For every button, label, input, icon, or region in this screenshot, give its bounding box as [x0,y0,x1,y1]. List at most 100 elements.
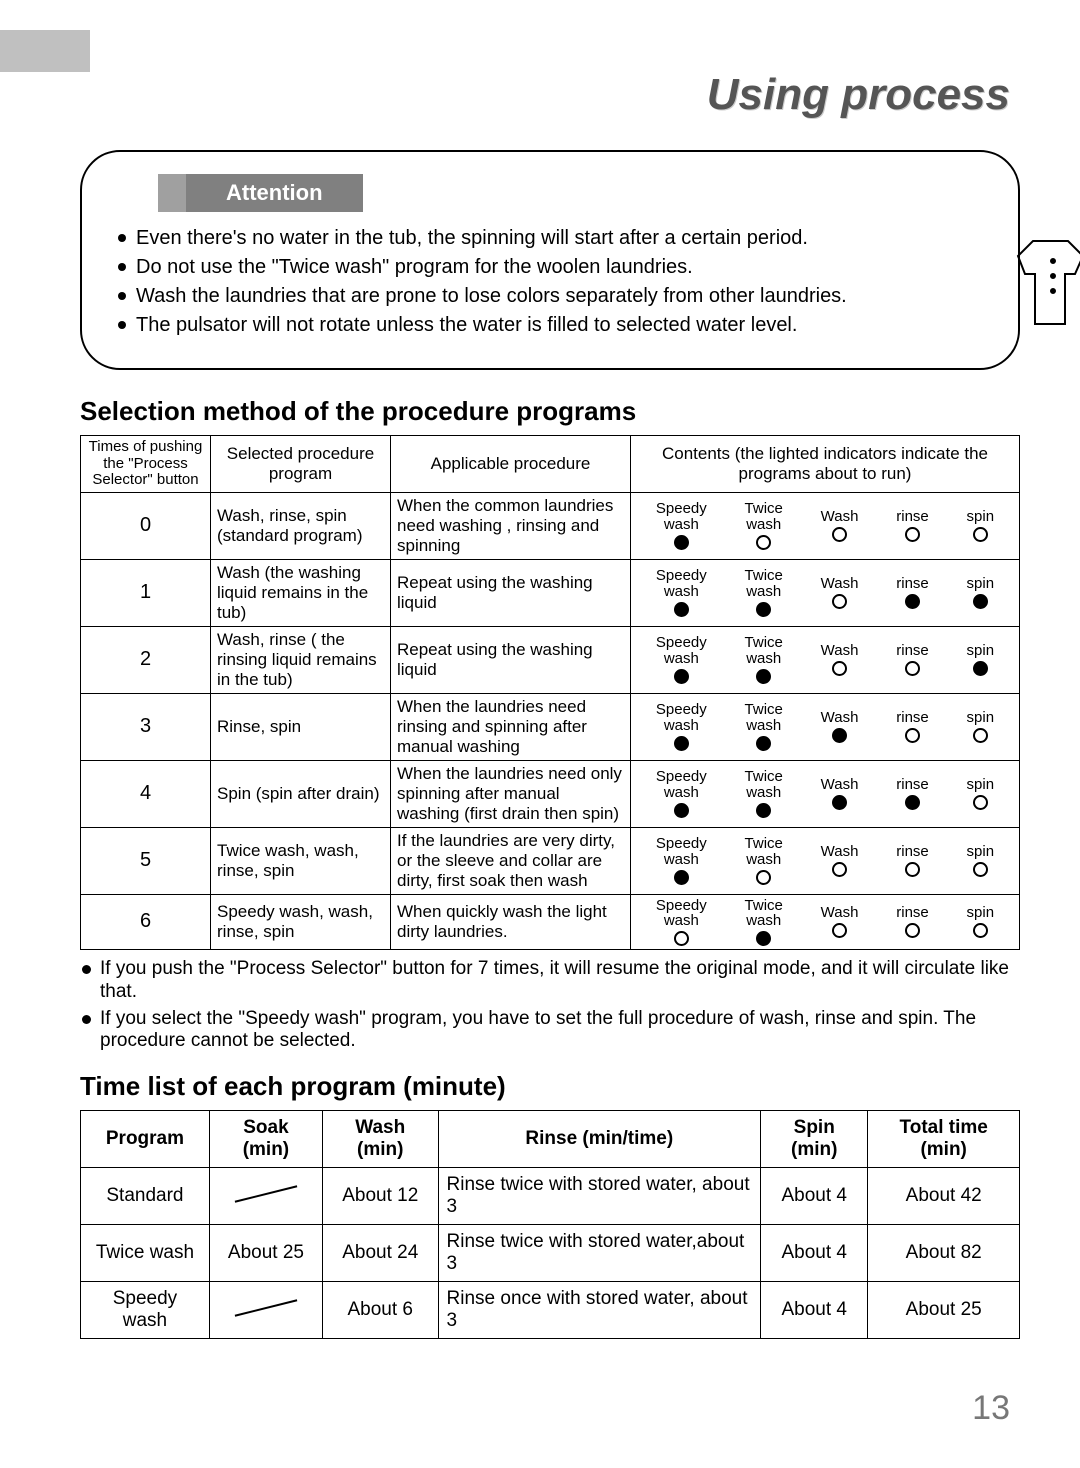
table-row: 0Wash, rinse, spin (standard program)Whe… [81,492,1020,559]
indicator: Speedywash [656,769,707,818]
cell-applicable: When the laundries need only spinning af… [391,760,631,827]
cell: About 42 [868,1168,1020,1225]
proc-heading: Selection method of the procedure progra… [80,396,1020,427]
time-table: ProgramSoak (min)Wash (min)Rinse (min/ti… [80,1110,1020,1339]
indicator: rinse [896,777,929,810]
cell-selected: Wash (the washing liquid remains in the … [211,559,391,626]
cell-indicators: SpeedywashTwicewashWashrinsespin [631,559,1020,626]
th-contents: Contents (the lighted indicators indicat… [631,436,1020,493]
cell-times: 6 [81,894,211,950]
cell [209,1168,322,1225]
table-row: Twice washAbout 25About 24Rinse twice wi… [81,1225,1020,1282]
attention-box: Attention Even there's no water in the t… [80,150,1020,370]
time-heading: Time list of each program (minute) [80,1071,1020,1102]
indicator: Speedywash [656,898,707,947]
indicator: rinse [896,643,929,676]
indicator: spin [967,777,995,810]
cell-selected: Twice wash, wash, rinse, spin [211,827,391,894]
cell-applicable: Repeat using the washing liquid [391,559,631,626]
indicator: Twicewash [745,702,783,751]
th-times: Times of pushing the "Process Selector" … [81,436,211,493]
indicator: Speedywash [656,501,707,550]
attention-list: Even there's no water in the tub, the sp… [118,226,978,346]
cell-times: 0 [81,492,211,559]
cell: Rinse once with stored water, about 3 [438,1282,761,1339]
table-row: 3Rinse, spinWhen the laundries need rins… [81,693,1020,760]
indicator: spin [967,710,995,743]
cell: About 12 [322,1168,438,1225]
indicator: Wash [821,844,859,877]
cell-times: 1 [81,559,211,626]
th-applicable: Applicable procedure [391,436,631,493]
th: Wash (min) [322,1111,438,1168]
cell-times: 4 [81,760,211,827]
table-row: 6Speedy wash, wash, rinse, spinWhen quic… [81,894,1020,950]
cell: About 25 [868,1282,1020,1339]
cell: Standard [81,1168,210,1225]
cell: About 24 [322,1225,438,1282]
slash-icon [226,1179,306,1207]
indicator: rinse [896,905,929,938]
attention-label: Attention [158,174,363,212]
indicator: Twicewash [745,635,783,684]
cell-applicable: Repeat using the washing liquid [391,626,631,693]
indicator: Speedywash [656,702,707,751]
table-row: 2Wash, rinse ( the rinsing liquid remain… [81,626,1020,693]
attention-item: Do not use the "Twice wash" program for … [118,255,978,280]
cell-indicators: Speedywash Twicewash Wash rinse spin [631,760,1020,827]
procedure-table: Times of pushing the "Process Selector" … [80,435,1020,950]
indicator: Wash [821,777,859,810]
th: Total time (min) [868,1111,1020,1168]
indicator: Wash [821,509,859,542]
indicator: rinse [896,576,929,609]
indicator: spin [967,643,995,676]
cell-applicable: When quickly wash the light dirty laundr… [391,894,631,950]
cell: About 4 [761,1282,868,1339]
indicator: rinse [896,710,929,743]
proc-notes: If you push the "Process Selector" butto… [80,958,1020,1053]
cell-selected: Wash, rinse, spin (standard program) [211,492,391,559]
side-tab [0,30,90,72]
cell-selected: Wash, rinse ( the rinsing liquid remains… [211,626,391,693]
indicator: Wash [821,905,859,938]
cell: About 82 [868,1225,1020,1282]
indicator: rinse [896,844,929,877]
indicator: spin [967,844,995,877]
table-row: 4Spin (spin after drain)When the laundri… [81,760,1020,827]
cell-indicators: SpeedywashTwicewashWashrinsespin [631,827,1020,894]
cell [209,1282,322,1339]
cell-selected: Speedy wash, wash, rinse, spin [211,894,391,950]
cell-indicators: Speedywash Twicewash Wash rinse spin [631,626,1020,693]
table-row: 5Twice wash, wash, rinse, spinIf the lau… [81,827,1020,894]
attention-item: The pulsator will not rotate unless the … [118,313,978,338]
laundry-illustration-icon [998,226,1080,346]
cell-selected: Rinse, spin [211,693,391,760]
note-item: If you push the "Process Selector" butto… [80,958,1020,1004]
th: Spin (min) [761,1111,868,1168]
indicator: Twicewash [745,769,783,818]
indicator: spin [967,576,995,609]
indicator: spin [967,509,995,542]
indicator: rinse [896,509,929,542]
cell-indicators: Speedywash Twicewash Wash rinse spin [631,693,1020,760]
table-row: StandardAbout 12Rinse twice with stored … [81,1168,1020,1225]
indicator: Wash [821,643,859,676]
cell-times: 5 [81,827,211,894]
cell: About 6 [322,1282,438,1339]
indicator: Speedywash [656,836,707,885]
cell-applicable: If the laundries are very dirty, or the … [391,827,631,894]
attention-item: Even there's no water in the tub, the sp… [118,226,978,251]
indicator: Wash [821,710,859,743]
th: Rinse (min/time) [438,1111,761,1168]
cell: About 4 [761,1225,868,1282]
page-number: 13 [80,1389,1010,1428]
cell: About 4 [761,1168,868,1225]
th: Soak (min) [209,1111,322,1168]
table-row: 1Wash (the washing liquid remains in the… [81,559,1020,626]
cell-applicable: When the common laundries need washing ,… [391,492,631,559]
indicator: Twicewash [745,568,783,617]
indicator: Speedywash [656,635,707,684]
cell-applicable: When the laundries need rinsing and spin… [391,693,631,760]
table-row: Speedy washAbout 6Rinse once with stored… [81,1282,1020,1339]
cell-selected: Spin (spin after drain) [211,760,391,827]
